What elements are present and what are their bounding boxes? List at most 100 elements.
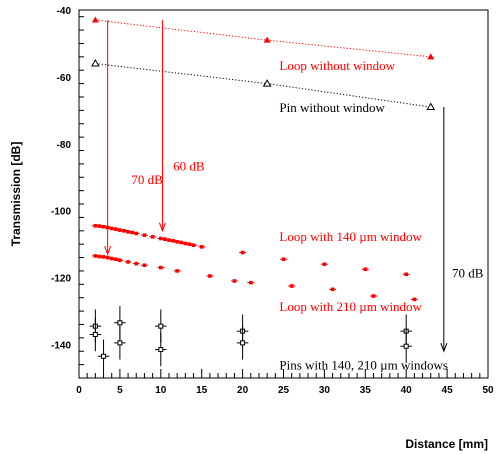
marker	[109, 226, 114, 231]
marker	[158, 347, 164, 353]
axes: 0 5 10 15 20 25 30 35 40 45 50 -140 -120 -100 -80 -60 -4…	[51, 6, 494, 396]
data-point	[132, 231, 140, 236]
marker	[150, 235, 155, 239]
marker	[363, 267, 368, 272]
marker	[93, 223, 98, 228]
marker	[289, 284, 294, 288]
label-loop-no-window: Loop without window	[279, 58, 395, 73]
plot-frame	[78, 9, 489, 379]
data-point	[329, 287, 337, 292]
marker	[142, 263, 147, 268]
marker	[191, 243, 196, 247]
data-point	[239, 250, 247, 255]
x-tick-label: 10	[155, 385, 167, 396]
data-point	[280, 257, 287, 262]
label-70db-right: 70 dB	[452, 266, 484, 281]
marker	[183, 241, 188, 246]
marker	[126, 260, 130, 264]
marker	[187, 242, 192, 246]
arrow-head	[440, 343, 448, 353]
data-point	[361, 267, 369, 272]
data-point	[155, 332, 167, 367]
x-tick-label: 50	[482, 385, 494, 396]
marker	[412, 297, 417, 302]
label-pins-140-210: Pins with 140, 210 µm windows	[279, 358, 448, 373]
data-point	[206, 274, 214, 278]
marker	[130, 230, 134, 235]
label-60db: 60 dB	[173, 159, 205, 174]
marker	[114, 257, 118, 262]
series-4	[89, 306, 412, 373]
marker	[281, 257, 286, 262]
marker	[109, 256, 114, 261]
marker	[117, 340, 123, 346]
y-tick-label: -40	[57, 6, 72, 17]
marker	[322, 262, 327, 267]
marker	[97, 224, 102, 228]
marker	[208, 274, 212, 278]
marker	[92, 332, 98, 338]
marker	[248, 280, 253, 285]
data-point	[230, 279, 238, 283]
marker	[118, 228, 122, 232]
marker	[240, 340, 246, 346]
data-point	[236, 326, 249, 360]
x-tick-label: 20	[237, 385, 249, 396]
arrow-head	[158, 222, 166, 233]
data-point	[97, 339, 110, 373]
x-tick-label: 5	[117, 385, 123, 396]
data-point	[173, 269, 181, 273]
series-0	[91, 16, 435, 60]
data-point	[89, 317, 102, 352]
data-point	[132, 261, 140, 266]
marker	[179, 240, 184, 245]
data-point	[198, 245, 206, 249]
marker	[118, 258, 122, 263]
marker	[171, 239, 175, 243]
marker	[240, 250, 245, 255]
marker	[97, 254, 102, 259]
label-loop-140: Loop with 140 µm window	[279, 229, 422, 244]
data-point	[114, 326, 126, 360]
data-point	[320, 262, 328, 267]
marker	[175, 240, 179, 244]
arrow-70db-right	[440, 107, 448, 353]
label-loop-210: Loop with 210 µm window	[279, 299, 422, 314]
x-tick-label: 0	[76, 385, 82, 396]
x-tick-label: 30	[319, 385, 331, 396]
marker	[167, 238, 171, 242]
x-tick-label: 25	[278, 385, 290, 396]
label-70db-left: 70 dB	[131, 172, 163, 187]
y-tick-label: -100	[51, 207, 71, 218]
data-point	[91, 16, 99, 23]
marker	[199, 245, 204, 249]
marker	[175, 269, 179, 273]
arrow-70db-left	[104, 20, 112, 256]
x-tick-label: 45	[442, 385, 454, 396]
data-point	[124, 260, 132, 264]
arrow-60db	[158, 20, 166, 233]
data-point	[149, 235, 157, 239]
series-3	[91, 254, 418, 302]
marker	[134, 231, 139, 236]
data-point	[247, 280, 255, 285]
data-point	[116, 258, 124, 263]
y-tick-label: -120	[51, 274, 71, 285]
annotation-arrows	[104, 20, 448, 353]
marker	[126, 230, 130, 234]
arrow-head	[104, 246, 112, 256]
y-tick-label: -140	[51, 341, 71, 352]
x-tick-label: 40	[401, 385, 413, 396]
data-point	[263, 36, 271, 43]
y-tick-label: -60	[57, 73, 72, 84]
marker	[159, 265, 163, 270]
marker	[403, 343, 409, 349]
y-tick-label: -80	[57, 140, 72, 151]
y-axis-title: Transmission [dB]	[9, 142, 23, 247]
data-point	[410, 297, 418, 302]
x-axis-title: Distance [mm]	[405, 437, 488, 451]
marker	[232, 279, 237, 283]
series-line	[95, 19, 431, 58]
marker	[93, 254, 98, 258]
data-point	[288, 284, 296, 288]
